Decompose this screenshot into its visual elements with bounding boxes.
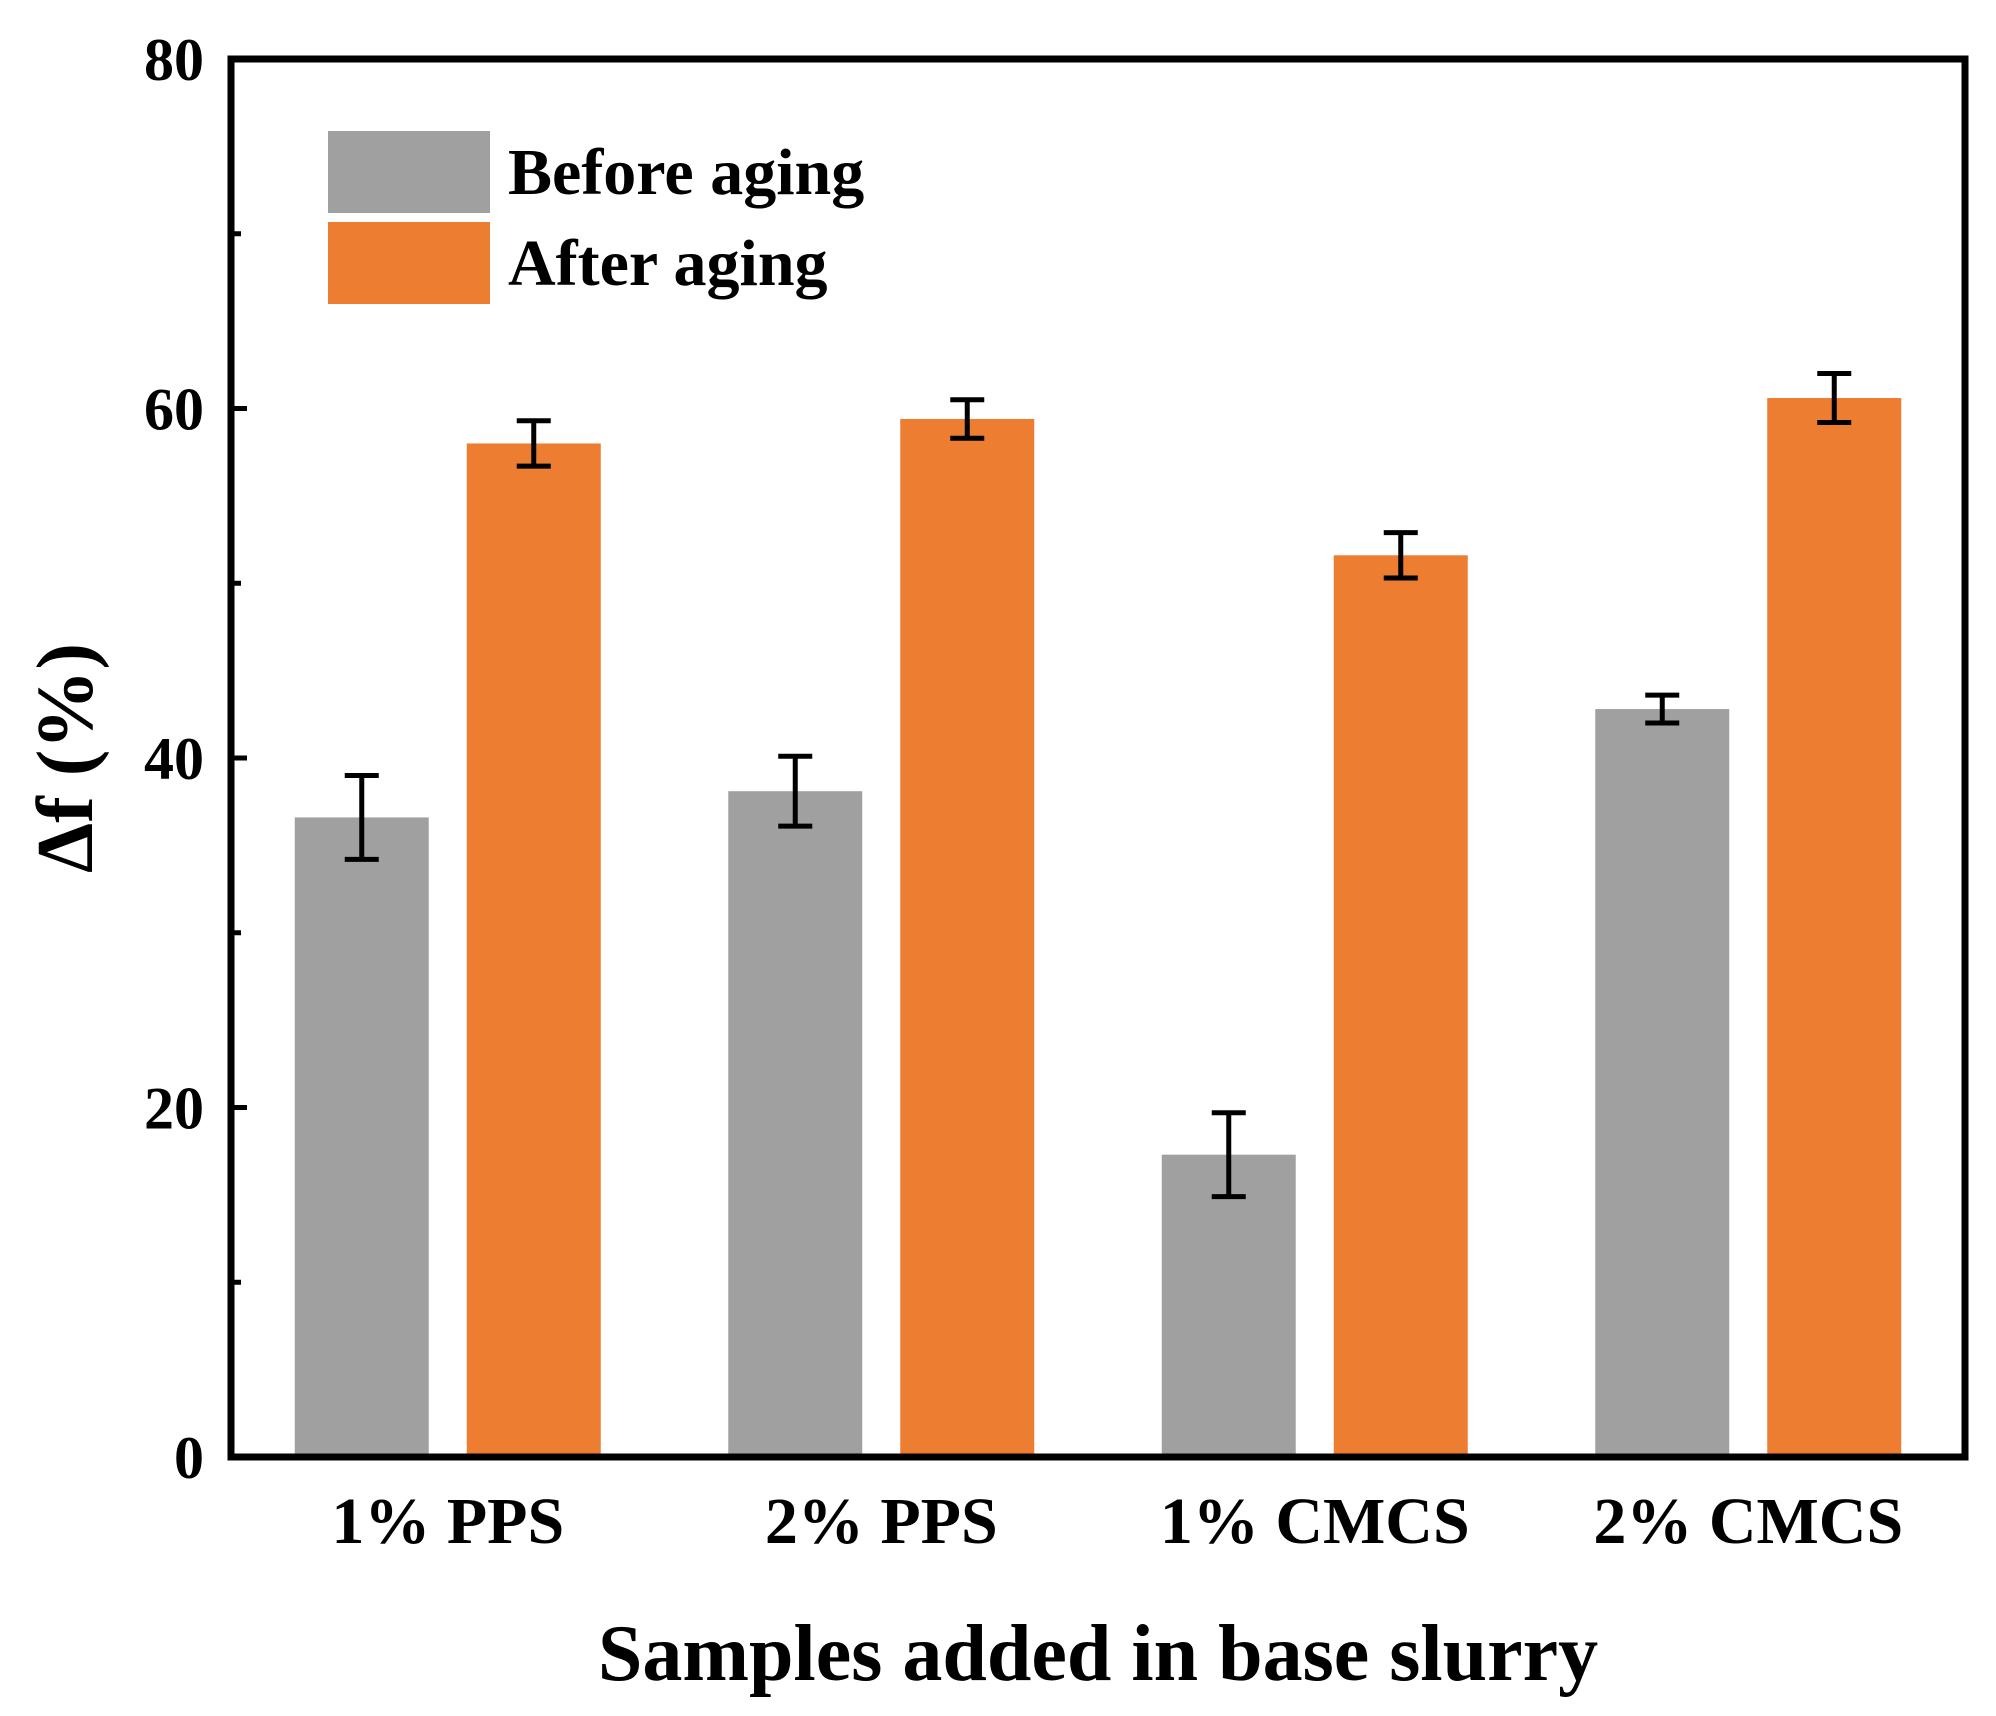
ticks-layer bbox=[231, 56, 247, 1460]
y-tick-label: 60 bbox=[144, 377, 204, 443]
x-tick-label: 1% CMCS bbox=[1160, 1485, 1470, 1558]
labels-layer: Samples added in base slurry Δf (%) 1% P… bbox=[22, 27, 1903, 1698]
legend-label: Before aging bbox=[508, 136, 864, 209]
bar-after-aging-2 bbox=[900, 418, 1035, 1457]
bar-after-aging-4 bbox=[1767, 398, 1902, 1457]
x-tick-label: 2% CMCS bbox=[1593, 1485, 1903, 1558]
bar-before-aging-3 bbox=[1161, 1154, 1296, 1457]
legend-swatch-after-aging bbox=[328, 222, 490, 304]
legend: Before aging After aging bbox=[328, 131, 864, 304]
bars-layer bbox=[294, 398, 1902, 1457]
legend-label: After aging bbox=[508, 227, 828, 300]
bar-after-aging-3 bbox=[1333, 555, 1468, 1457]
bar-before-aging-1 bbox=[294, 817, 429, 1457]
bar-before-aging-4 bbox=[1595, 709, 1730, 1457]
bar-before-aging-2 bbox=[728, 791, 863, 1457]
y-tick-label: 0 bbox=[174, 1425, 204, 1491]
y-tick-label: 20 bbox=[144, 1076, 204, 1142]
error-bars-layer bbox=[344, 371, 1852, 1200]
x-tick-label: 1% PPS bbox=[331, 1485, 564, 1558]
y-tick-label: 80 bbox=[144, 27, 204, 93]
bar-after-aging-1 bbox=[466, 443, 601, 1457]
legend-swatch-before-aging bbox=[328, 131, 490, 213]
x-tick-label: 2% PPS bbox=[765, 1485, 998, 1558]
y-axis-title: Δf (%) bbox=[22, 643, 110, 873]
y-tick-label: 40 bbox=[144, 726, 204, 792]
x-axis-title: Samples added in base slurry bbox=[598, 1610, 1598, 1698]
